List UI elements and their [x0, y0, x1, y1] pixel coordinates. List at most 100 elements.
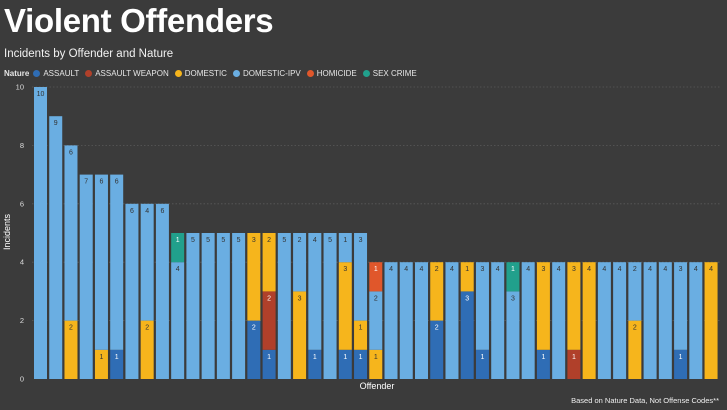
bar-segment-domestic-ipv[interactable]: [79, 174, 93, 379]
bar-segment-domestic-ipv[interactable]: [110, 174, 124, 350]
bar-segment-domestic-ipv[interactable]: [369, 291, 383, 350]
data-label: 4: [313, 237, 317, 244]
bar-segment-domestic-ipv[interactable]: [216, 233, 230, 379]
bar-segment-domestic-ipv[interactable]: [521, 262, 535, 379]
bar-segment-domestic-ipv[interactable]: [658, 262, 672, 379]
legend-item-homicide[interactable]: HOMICIDE: [306, 69, 357, 78]
data-label: 4: [602, 266, 606, 273]
bar-segment-domestic[interactable]: [460, 262, 474, 292]
bar-segment-domestic-ipv[interactable]: [628, 262, 642, 321]
data-label: 4: [145, 208, 149, 215]
data-label: 5: [237, 237, 241, 244]
bar-segment-domestic-ipv[interactable]: [354, 233, 368, 321]
bar-segment-domestic-ipv[interactable]: [186, 233, 200, 379]
data-label: 4: [450, 266, 454, 273]
data-label: 3: [481, 266, 485, 273]
bar-segment-domestic-ipv[interactable]: [613, 262, 627, 379]
data-label: 2: [298, 237, 302, 244]
bar-segment-domestic-ipv[interactable]: [64, 145, 78, 321]
y-tick-label: 2: [20, 316, 24, 325]
bar-segment-domestic-ipv[interactable]: [155, 203, 169, 379]
bar-segment-domestic[interactable]: [582, 262, 596, 379]
data-label: 4: [176, 266, 180, 273]
bar-segment-assault-weapon[interactable]: [262, 291, 276, 350]
bar-segment-domestic-ipv[interactable]: [506, 291, 520, 379]
data-label: 2: [267, 237, 271, 244]
bar-segment-domestic-ipv[interactable]: [232, 233, 246, 379]
bar-segment-domestic-ipv[interactable]: [49, 116, 63, 379]
data-label: 4: [663, 266, 667, 273]
bar-segment-domestic-ipv[interactable]: [384, 262, 398, 379]
bar-segment-assault[interactable]: [536, 349, 550, 379]
data-label: 2: [435, 325, 439, 332]
data-label: 1: [100, 354, 104, 361]
bar-segment-domestic-ipv[interactable]: [399, 262, 413, 379]
bar-segment-domestic-ipv[interactable]: [674, 262, 688, 350]
bar-segment-domestic-ipv[interactable]: [643, 262, 657, 379]
legend-dot-assault: [33, 69, 41, 77]
bar-segment-domestic-ipv[interactable]: [475, 262, 489, 350]
bar-segment-assault[interactable]: [475, 349, 489, 379]
bar-segment-assault[interactable]: [338, 349, 352, 379]
data-label: 7: [84, 179, 88, 186]
bar-segment-domestic-ipv[interactable]: [491, 262, 505, 379]
legend-label-domestic: DOMESTIC: [184, 68, 227, 78]
data-label: 6: [69, 149, 73, 156]
bar-segment-assault[interactable]: [430, 320, 444, 379]
bar-segment-domestic-ipv[interactable]: [125, 203, 139, 379]
bar-segment-domestic[interactable]: [430, 262, 444, 321]
bar-segment-domestic-ipv[interactable]: [293, 233, 307, 292]
bar-segment-domestic-ipv[interactable]: [308, 233, 322, 350]
bar-segment-assault-weapon[interactable]: [567, 349, 581, 379]
bar-segment-domestic-ipv[interactable]: [201, 233, 215, 379]
legend-item-domestic-ipv[interactable]: DOMESTIC-IPV: [232, 69, 301, 78]
bar-segment-domestic[interactable]: [369, 349, 383, 379]
bar-segment-domestic[interactable]: [262, 233, 276, 292]
bar-segment-domestic-ipv[interactable]: [597, 262, 611, 379]
data-label: 9: [54, 120, 58, 127]
bar-segment-domestic[interactable]: [628, 320, 642, 379]
bar-segment-domestic[interactable]: [293, 291, 307, 379]
bar-segment-assault[interactable]: [674, 349, 688, 379]
bar-segment-sex-crime[interactable]: [171, 233, 185, 263]
bar-segment-domestic-ipv[interactable]: [689, 262, 703, 379]
legend-item-domestic[interactable]: DOMESTIC: [174, 68, 227, 78]
bar-segment-domestic-ipv[interactable]: [552, 262, 566, 379]
bar-segment-domestic[interactable]: [94, 349, 108, 379]
bar-segment-homicide[interactable]: [369, 262, 383, 292]
bar-segment-domestic-ipv[interactable]: [323, 233, 337, 379]
bar-segment-assault[interactable]: [247, 320, 261, 379]
bar-segment-domestic[interactable]: [247, 233, 261, 321]
bar-segment-domestic-ipv[interactable]: [94, 174, 108, 350]
y-tick-label: 10: [16, 83, 24, 92]
legend-item-assault-weapon[interactable]: ASSAULT WEAPON: [85, 69, 169, 78]
bar-segment-assault[interactable]: [354, 349, 368, 379]
bar-segment-domestic[interactable]: [64, 320, 78, 379]
bar-segment-domestic[interactable]: [140, 320, 154, 379]
data-label: 4: [420, 266, 424, 273]
legend-item-assault[interactable]: ASSAULT: [33, 69, 79, 78]
bar-segment-domestic-ipv[interactable]: [445, 262, 459, 379]
bar-segment-domestic[interactable]: [338, 262, 352, 350]
data-label: 5: [221, 237, 225, 244]
bar-segment-domestic-ipv[interactable]: [415, 262, 428, 379]
data-label: 2: [374, 295, 378, 302]
bar-segment-domestic[interactable]: [536, 262, 550, 350]
bar-segment-assault[interactable]: [262, 349, 276, 379]
bar-segment-domestic[interactable]: [354, 320, 368, 350]
bar-segment-domestic-ipv[interactable]: [171, 262, 185, 379]
bar-segment-assault[interactable]: [460, 291, 474, 379]
legend-item-sex-crime[interactable]: SEX CRIME: [362, 69, 417, 78]
bar-segment-assault[interactable]: [308, 349, 322, 379]
bar-segment-assault[interactable]: [110, 349, 124, 379]
legend-title: Nature: [4, 68, 30, 78]
bar-segment-domestic-ipv[interactable]: [34, 87, 47, 379]
bar-segment-sex-crime[interactable]: [506, 262, 520, 292]
bar-segment-domestic-ipv[interactable]: [277, 233, 291, 379]
data-label: 4: [389, 266, 393, 273]
bar-segment-domestic-ipv[interactable]: [140, 203, 154, 321]
bar-segment-domestic[interactable]: [567, 262, 581, 350]
bar-segment-domestic[interactable]: [704, 262, 718, 379]
bar-segment-domestic-ipv[interactable]: [338, 233, 352, 263]
